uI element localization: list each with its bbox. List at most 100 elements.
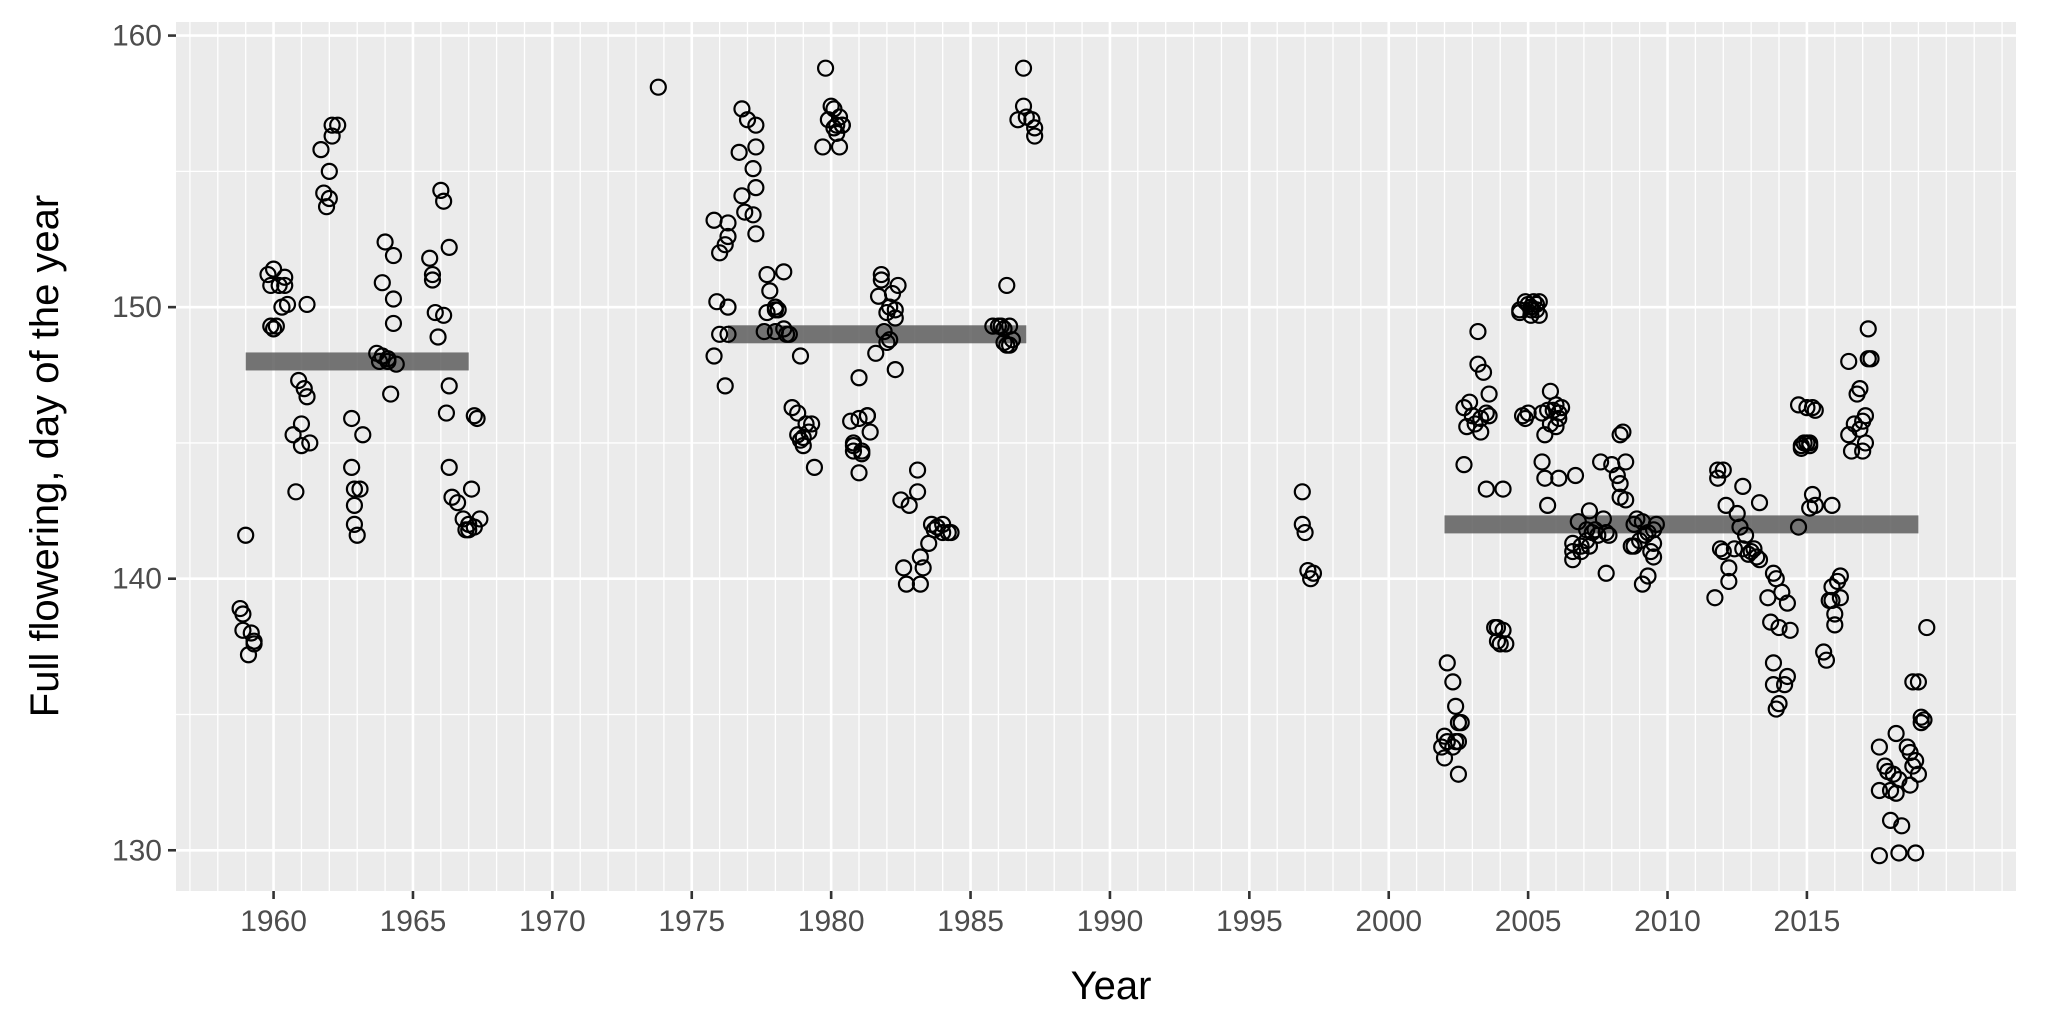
data-point	[429, 328, 447, 346]
data-point	[791, 347, 810, 365]
data-point	[423, 271, 442, 289]
data-point	[437, 404, 456, 422]
data-point	[872, 271, 890, 289]
data-point	[1915, 711, 1933, 729]
y-tick-label: 160	[112, 20, 162, 53]
data-point	[435, 192, 453, 210]
data-point	[1296, 523, 1314, 542]
data-point	[468, 409, 486, 428]
data-point	[1823, 578, 1841, 596]
data-point	[1438, 733, 1456, 751]
data-point	[1003, 331, 1021, 349]
data-point	[1472, 409, 1490, 428]
data-point	[1770, 618, 1788, 637]
data-point	[1494, 480, 1512, 498]
data-point	[1764, 676, 1783, 694]
data-point	[908, 461, 927, 479]
data-point	[914, 559, 932, 577]
data-point	[267, 317, 285, 335]
data-point	[1597, 564, 1615, 582]
data-point	[1611, 426, 1629, 444]
y-tick-label: 140	[112, 563, 162, 596]
data-point	[317, 198, 336, 216]
data-point	[1909, 765, 1928, 783]
data-point	[1823, 496, 1841, 514]
data-point	[443, 488, 461, 506]
data-point	[1803, 485, 1822, 504]
data-point	[822, 97, 840, 115]
data-point	[329, 116, 347, 134]
data-point	[320, 162, 338, 180]
data-point	[1589, 526, 1607, 544]
data-point	[705, 347, 723, 365]
data-point	[262, 317, 280, 335]
data-point	[382, 385, 400, 403]
data-point	[900, 496, 918, 514]
data-point	[292, 415, 311, 433]
data-point	[1014, 59, 1033, 77]
data-point	[758, 265, 776, 284]
data-point	[345, 515, 364, 533]
data-point	[312, 141, 330, 159]
major-gridlines	[176, 22, 2016, 891]
data-point	[1912, 708, 1930, 726]
data-point	[1026, 119, 1044, 137]
data-point	[379, 350, 397, 368]
data-point	[1717, 496, 1735, 514]
data-point	[861, 423, 879, 441]
data-point	[850, 369, 868, 387]
data-point	[850, 409, 868, 428]
data-point	[1435, 749, 1454, 767]
data-point	[716, 236, 734, 254]
data-point	[345, 480, 364, 498]
data-point	[345, 496, 364, 514]
data-point	[1750, 551, 1769, 569]
data-point	[1918, 618, 1936, 637]
data-point	[323, 116, 341, 134]
data-point	[471, 510, 489, 528]
data-point	[1304, 564, 1323, 582]
data-point	[780, 325, 798, 343]
data-point	[1870, 738, 1888, 756]
data-point	[744, 206, 762, 224]
data-point	[1530, 306, 1548, 324]
data-point	[1720, 559, 1738, 577]
data-point	[730, 143, 748, 161]
data-point	[1611, 475, 1629, 493]
data-point	[992, 317, 1010, 335]
data-point	[814, 138, 832, 156]
data-point	[850, 464, 868, 482]
data-point	[1444, 673, 1462, 691]
data-point	[1826, 605, 1844, 623]
data-point	[1293, 515, 1311, 533]
x-tick-label: 1975	[658, 905, 725, 938]
data-point	[719, 325, 737, 343]
data-point	[1851, 380, 1869, 398]
x-tick-label: 1970	[519, 905, 586, 938]
x-tick-label: 2000	[1355, 905, 1422, 938]
data-point	[354, 426, 372, 444]
data-point	[908, 483, 927, 501]
data-point	[1644, 548, 1663, 566]
data-point	[234, 605, 252, 623]
data-point	[245, 635, 263, 653]
data-point	[1452, 714, 1470, 732]
y-tick-label: 150	[112, 291, 162, 324]
data-point	[797, 415, 815, 433]
data-point	[719, 227, 737, 246]
data-point	[1014, 97, 1033, 115]
data-point	[844, 442, 863, 460]
data-point	[1781, 621, 1799, 639]
data-point	[1884, 765, 1902, 783]
data-point	[1845, 415, 1863, 433]
data-point	[895, 559, 913, 577]
x-tick-label: 1990	[1077, 905, 1144, 938]
data-point	[649, 78, 667, 96]
data-point	[1474, 363, 1493, 381]
data-point	[387, 355, 405, 373]
minor-gridlines	[176, 22, 2016, 891]
data-point	[376, 233, 394, 251]
data-point	[237, 526, 255, 544]
data-point	[1597, 523, 1615, 542]
data-point	[1449, 733, 1468, 751]
